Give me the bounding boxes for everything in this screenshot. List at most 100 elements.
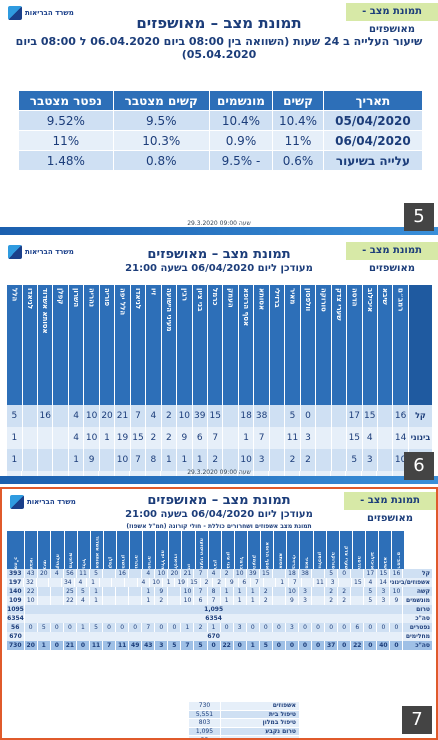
cell: 5	[193, 641, 207, 650]
cell: 38	[253, 405, 269, 427]
row-label: מחלימים	[402, 632, 432, 641]
cell: 3	[299, 427, 316, 449]
cell: 4	[141, 569, 155, 578]
cell	[311, 569, 325, 578]
col-header: אסותא אשדוד	[37, 285, 53, 405]
cell: 2	[258, 587, 272, 596]
ministry-logo-icon	[8, 6, 22, 20]
summary-value: 803	[188, 718, 221, 728]
cell	[330, 405, 347, 427]
col-header: הלל	[6, 285, 22, 405]
cell: 17	[363, 569, 377, 578]
col-header-label: סה"כ	[12, 556, 19, 569]
cell: 15	[206, 405, 223, 427]
cell: 3	[376, 596, 390, 605]
cell: 0	[75, 641, 89, 650]
col-header-label: סורוקה	[319, 288, 328, 312]
col-header: הלל יפה	[155, 531, 169, 569]
cell: 0	[389, 623, 403, 632]
cell: 5	[258, 641, 272, 650]
cell: 1	[88, 587, 103, 596]
cell	[271, 569, 285, 578]
col-header: אסותא	[273, 531, 287, 569]
cell: 670	[24, 632, 403, 641]
cell: 1	[232, 596, 246, 605]
slide-title: תמונת מצב – מאושפזים	[147, 247, 291, 262]
table-row: קשה 10 3 5 2 2 3 10 2 1 1 1 8 7 10 9 1 1 5 25 22 140	[5, 587, 432, 596]
cell: 2	[324, 596, 338, 605]
cell: 9	[224, 578, 238, 587]
cell: 7	[206, 596, 220, 605]
cell: 4	[67, 427, 84, 449]
slide-number: 6	[404, 452, 434, 480]
row-label: עלייה בשיעור	[322, 150, 424, 171]
cell	[102, 596, 116, 605]
cell	[21, 427, 37, 449]
cell	[36, 596, 50, 605]
col-header: העמק	[222, 285, 238, 405]
col-header: הדסה	[351, 531, 366, 569]
cell	[338, 578, 352, 587]
cell: 1	[6, 427, 22, 449]
cell: 393	[5, 569, 24, 578]
cell: 10	[180, 587, 194, 596]
col-header: מלונית	[63, 531, 77, 569]
slide-tag: תמונת מצב - מאושפזים	[344, 492, 436, 524]
row-label: קשה	[402, 587, 432, 596]
col-header: רבין	[207, 531, 221, 569]
cell	[376, 427, 393, 449]
col-header: ברזילי	[268, 285, 285, 405]
cell: 6354	[24, 614, 403, 623]
cell: 2	[337, 596, 351, 605]
row-label: טרום נקבע	[402, 605, 432, 622]
cell: 0	[337, 623, 351, 632]
summary-label: טיפול במלון	[219, 718, 301, 728]
cell: 4	[67, 405, 84, 427]
cell: 9	[83, 449, 99, 471]
col-header-label: השרון	[72, 288, 81, 308]
row-label: 05/04/2020	[322, 110, 424, 131]
col-header-label: איכילוב	[365, 288, 374, 313]
cell: 4	[206, 569, 220, 578]
summary-value: 730	[188, 701, 221, 711]
cell: 9.52%	[18, 110, 114, 131]
table-row: בינוני 14 4 15 3 11 7 1 7 6 9 2 2 15 19 1 10 4 1	[6, 427, 432, 449]
summary-value: 55	[188, 735, 221, 738]
col-header-label: רבין	[211, 559, 218, 569]
col-header-label: זיו	[149, 288, 158, 296]
col-header: לניאדו	[129, 285, 146, 405]
slide-5: תמונת מצב - מאושפזים משרד הבריאות תמונת …	[0, 0, 438, 235]
col-header-label: הדסה	[350, 288, 359, 307]
cell: 6	[237, 578, 251, 587]
cell: 1	[86, 578, 99, 587]
cell: 1	[232, 587, 246, 596]
cell: 18	[237, 405, 254, 427]
cell: 56	[62, 569, 76, 578]
cell: 43	[141, 641, 155, 650]
cell: 37	[324, 641, 338, 650]
cell: 10.4%	[208, 110, 274, 131]
row-label: אשפוזים/בינוני	[388, 578, 432, 587]
col-header-label: מלונית	[67, 553, 74, 569]
cell: 1	[75, 623, 89, 632]
ministry-logo-icon	[10, 495, 24, 509]
cell: 0	[206, 641, 220, 650]
cell: 197	[5, 578, 24, 587]
col-header: שיבא	[378, 531, 392, 569]
cell: 9	[284, 596, 298, 605]
cell: 2	[258, 596, 272, 605]
cell: 0	[128, 623, 142, 632]
cell: 49	[128, 641, 142, 650]
cell: 5	[284, 405, 300, 427]
cell: 0	[232, 641, 246, 650]
row-label: מונשמים	[402, 596, 432, 605]
slide-number: 5	[404, 203, 434, 231]
table-caption: תמונת מצב אשפוזים ושחרורים כוללת - חולי …	[126, 523, 312, 530]
cell: 0	[389, 641, 403, 650]
cell	[128, 569, 142, 578]
cell: 22	[23, 587, 37, 596]
table-row: 05/04/2020 10.4% 10.4% 9.5% 9.52%	[18, 110, 424, 131]
cell: 5	[75, 587, 89, 596]
cell: 2	[219, 569, 233, 578]
